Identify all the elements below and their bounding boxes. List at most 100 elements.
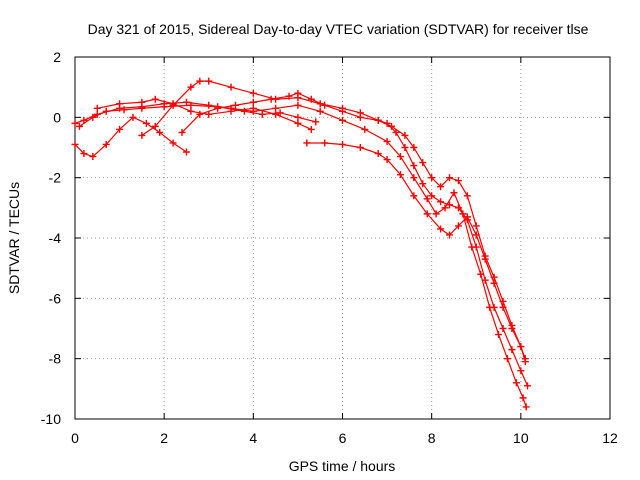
series-satellite-pass-1 (71, 98, 530, 411)
data-point (446, 174, 453, 182)
y-tick-label: -4 (49, 230, 62, 246)
data-point (410, 174, 418, 182)
x-tick-label: 10 (513, 430, 529, 446)
data-point (339, 107, 346, 115)
series-satellite-pass-3 (138, 77, 532, 390)
data-point (294, 89, 302, 97)
data-point (512, 379, 520, 387)
data-point (472, 243, 480, 251)
data-point (361, 125, 369, 133)
data-point (285, 92, 293, 100)
data-point (321, 101, 329, 109)
data-point (481, 276, 489, 284)
data-point (508, 325, 516, 332)
data-point (454, 222, 462, 230)
series-satellite-pass-4 (93, 95, 315, 133)
data-point (138, 104, 146, 112)
data-point (522, 403, 530, 411)
series-line (181, 92, 526, 362)
data-point (428, 174, 436, 182)
axis-ticks (74, 56, 611, 420)
x-tick-label: 2 (160, 430, 168, 446)
series-group (71, 77, 532, 411)
data-point (508, 346, 516, 354)
data-point (116, 125, 124, 133)
data-point (178, 128, 186, 136)
data-point (419, 159, 427, 167)
x-tick-labels: 0 2 4 6 8 10 12 (71, 430, 618, 446)
data-point (312, 118, 320, 126)
series-line (141, 80, 529, 387)
data-point (276, 109, 284, 117)
y-tick-label: -2 (49, 170, 62, 186)
data-point (267, 95, 275, 103)
data-point (303, 139, 311, 147)
data-point (307, 95, 315, 103)
series-satellite-pass-6 (303, 139, 529, 363)
data-point (240, 107, 248, 115)
data-point (423, 195, 431, 203)
data-point (89, 153, 97, 161)
data-point (454, 177, 462, 185)
data-point (383, 137, 391, 145)
series-line (74, 101, 527, 408)
data-point (89, 113, 97, 121)
data-point (339, 140, 346, 148)
data-point (160, 103, 168, 111)
data-point (401, 131, 409, 139)
series-satellite-pass-5 (178, 89, 529, 366)
data-point (410, 192, 418, 200)
data-point (396, 171, 404, 179)
data-point (450, 189, 458, 197)
data-point (437, 225, 445, 233)
data-point (71, 119, 79, 127)
y-tick-label: -6 (49, 290, 62, 306)
data-point (232, 101, 239, 109)
data-point (499, 303, 507, 311)
data-point (446, 201, 453, 209)
y-tick-label: 0 (53, 109, 61, 125)
data-point (481, 255, 489, 263)
data-point (116, 100, 124, 108)
data-point (71, 140, 79, 148)
y-tick-labels: -10 -8 -6 -4 -2 0 2 (41, 49, 61, 427)
data-point (499, 325, 507, 332)
data-point (524, 382, 532, 390)
data-point (454, 204, 462, 212)
data-point (249, 104, 257, 112)
data-point (495, 331, 503, 339)
data-point (75, 122, 83, 130)
data-point (374, 116, 382, 124)
series-line (306, 142, 526, 359)
data-point (437, 183, 445, 191)
y-tick-label: -10 (41, 411, 61, 427)
data-point (388, 122, 396, 130)
data-point (258, 110, 266, 118)
data-point (129, 113, 137, 121)
data-point (410, 162, 418, 170)
data-point (187, 101, 195, 109)
data-point (249, 98, 257, 106)
data-point (196, 110, 204, 118)
x-axis-label: GPS time / hours (289, 458, 396, 474)
data-point (383, 156, 391, 164)
data-point (374, 150, 382, 158)
data-point (120, 106, 128, 114)
x-tick-label: 12 (602, 430, 618, 446)
y-tick-label: -8 (49, 351, 62, 367)
data-point (446, 231, 453, 239)
data-point (249, 89, 257, 97)
data-point (307, 125, 315, 133)
data-point (356, 113, 364, 121)
x-tick-label: 4 (249, 430, 257, 446)
data-point (187, 107, 195, 115)
data-point (419, 180, 427, 188)
data-point (80, 150, 88, 158)
data-point (294, 101, 302, 109)
data-point (102, 140, 110, 148)
data-point (316, 107, 324, 115)
data-point (182, 98, 190, 106)
data-point (521, 355, 529, 363)
data-point (196, 77, 204, 85)
data-point (396, 153, 404, 161)
